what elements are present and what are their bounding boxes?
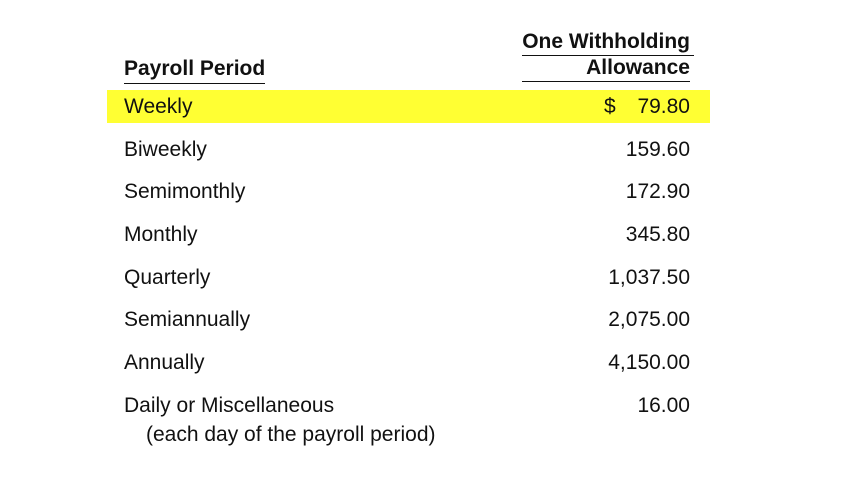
row-amount: 1,037.50	[608, 266, 690, 289]
table-row-semiannually: Semiannually 2,075.00	[107, 303, 710, 336]
allowance-header-line2: Allowance	[522, 56, 690, 82]
withholding-allowance-header: One Withholding Allowance	[522, 30, 694, 82]
row-amount: 172.90	[625, 180, 690, 203]
allowance-header-line1: One Withholding	[522, 30, 694, 56]
row-amount: 79.80	[637, 95, 690, 118]
row-period: Semiannually	[124, 308, 251, 331]
table-row-annually: Annually 4,150.00	[107, 346, 710, 379]
table-row-weekly: Weekly $ 79.80	[107, 90, 710, 123]
row-period: Quarterly	[124, 266, 211, 289]
daily-row-note: (each day of the payroll period)	[146, 423, 436, 446]
row-amount: 159.60	[625, 138, 690, 161]
payroll-period-header: Payroll Period	[124, 57, 266, 84]
currency-symbol: $	[604, 95, 616, 118]
row-period: Annually	[124, 351, 205, 374]
row-period: Biweekly	[124, 138, 207, 161]
row-period: Monthly	[124, 223, 198, 246]
table-row-monthly: Monthly 345.80	[107, 218, 710, 251]
table-row-quarterly: Quarterly 1,037.50	[107, 261, 710, 294]
row-amount: 2,075.00	[608, 308, 690, 331]
table-row-daily: Daily or Miscellaneous 16.00	[107, 389, 710, 422]
table-row-biweekly: Biweekly 159.60	[107, 133, 710, 166]
row-amount: 345.80	[625, 223, 690, 246]
row-period: Daily or Miscellaneous	[124, 394, 335, 417]
row-period: Weekly	[124, 95, 193, 118]
table-row-semimonthly: Semimonthly 172.90	[107, 175, 710, 208]
row-amount: 16.00	[637, 394, 690, 417]
row-amount: 4,150.00	[608, 351, 690, 374]
row-period: Semimonthly	[124, 180, 246, 203]
